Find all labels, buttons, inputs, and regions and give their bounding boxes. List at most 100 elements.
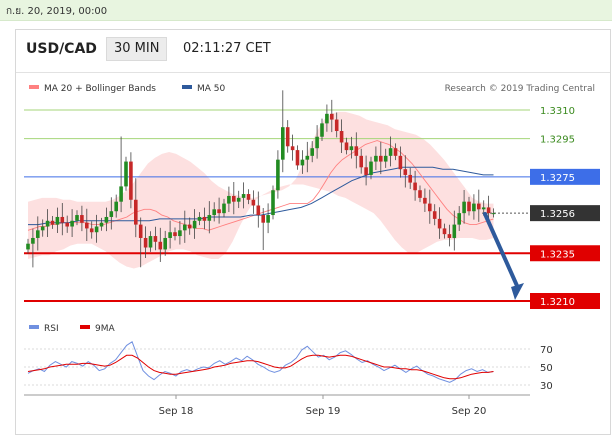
candle-body-28 xyxy=(163,237,167,250)
candle-body-17 xyxy=(109,211,114,217)
candle-body-21 xyxy=(129,161,133,200)
clock-label: 02:11:27 CET xyxy=(183,41,271,56)
candle-body-57 xyxy=(305,155,310,160)
candle-body-44 xyxy=(241,194,246,198)
rsi-tick-1: 50 xyxy=(540,363,553,374)
candle-body-64 xyxy=(339,131,344,143)
ma20-legend-swatch xyxy=(29,85,39,89)
candle-body-31 xyxy=(178,230,182,237)
rsi-legend: RSI 9MA xyxy=(29,324,115,334)
x-tick-label-1: Sep 19 xyxy=(306,406,341,417)
candle-body-78 xyxy=(408,174,412,183)
candle-body-63 xyxy=(334,119,339,132)
candle-body-72 xyxy=(379,155,383,162)
candle-body-76 xyxy=(398,155,403,170)
candle-body-58 xyxy=(310,148,314,156)
candle-body-12 xyxy=(85,222,89,229)
candle-body-6 xyxy=(55,216,60,225)
candle-body-56 xyxy=(300,159,305,166)
candle-body-88 xyxy=(457,213,461,225)
candle-body-7 xyxy=(60,216,65,223)
candle-body-18 xyxy=(114,201,118,212)
candle-body-89 xyxy=(462,201,466,214)
candle-body-92 xyxy=(477,203,481,210)
date-bar-text: ก.ย. 20, 2019, 00:00 xyxy=(6,6,108,17)
candle-body-38 xyxy=(212,209,216,216)
rsi-ma9-line xyxy=(27,354,494,380)
rsi-grid: 70 50 30 xyxy=(24,345,553,392)
candle-body-39 xyxy=(217,209,221,214)
level-label-4: 1.3235 xyxy=(540,249,575,260)
candle-body-69 xyxy=(364,167,368,175)
candle-body-10 xyxy=(75,215,79,221)
price-labels: 1.3310 1.3295 1.3275 1.3256 1.3235 1.3210 xyxy=(530,106,600,309)
candle-body-0 xyxy=(26,243,30,250)
candle-body-8 xyxy=(65,222,69,227)
watermark: Research © 2019 Trading Central xyxy=(445,84,595,94)
candle-body-51 xyxy=(276,159,280,191)
candle-body-20 xyxy=(124,161,128,187)
candle-body-48 xyxy=(261,215,265,223)
level-box-3 xyxy=(530,205,600,222)
timeframe-button[interactable]: 30 MIN xyxy=(106,37,168,61)
level-label-1: 1.3295 xyxy=(540,135,575,146)
level-label-5: 1.3210 xyxy=(540,297,575,308)
level-label-0: 1.3310 xyxy=(540,106,575,117)
level-box-5 xyxy=(530,293,600,309)
candle-body-49 xyxy=(266,215,270,223)
candle-body-22 xyxy=(134,199,138,225)
candle-body-84 xyxy=(437,218,442,229)
candle-body-1 xyxy=(31,237,35,244)
candle-body-55 xyxy=(295,150,300,166)
candle-body-90 xyxy=(467,201,471,212)
candle-body-5 xyxy=(50,220,55,225)
candle-body-40 xyxy=(222,203,226,214)
candle-body-27 xyxy=(158,241,163,250)
x-tick-label-0: Sep 18 xyxy=(159,406,194,417)
rsi-tick-2: 30 xyxy=(540,381,553,392)
candle-body-29 xyxy=(168,232,172,238)
candle-body-50 xyxy=(271,190,275,216)
candle-body-91 xyxy=(472,203,476,212)
candle-body-33 xyxy=(187,224,192,229)
rsi-legend-swatch xyxy=(29,325,39,329)
candle-body-3 xyxy=(40,226,45,231)
candle-body-32 xyxy=(183,224,187,231)
ma50-legend-swatch xyxy=(182,85,192,89)
candle-body-16 xyxy=(104,216,109,223)
candle-body-36 xyxy=(202,216,207,221)
candle-body-54 xyxy=(290,146,295,151)
forecast-arrow-head xyxy=(511,283,524,300)
candle-body-30 xyxy=(173,232,177,237)
candle-body-24 xyxy=(143,237,148,248)
forecast-arrow-shaft xyxy=(483,212,520,290)
candle-body-71 xyxy=(374,155,378,162)
candle-body-75 xyxy=(393,148,398,156)
candle-body-68 xyxy=(359,155,363,168)
candle-body-59 xyxy=(315,136,319,149)
candle-body-47 xyxy=(256,205,261,216)
rsi-tick-0: 70 xyxy=(540,345,553,356)
candle-body-95 xyxy=(491,213,496,215)
candle-body-19 xyxy=(119,186,123,202)
rsi-line xyxy=(27,341,494,383)
level-label-2: 1.3275 xyxy=(540,173,575,184)
candle-body-14 xyxy=(94,226,99,233)
candle-body-87 xyxy=(452,224,457,238)
candle-body-41 xyxy=(227,195,231,204)
candle-body-60 xyxy=(320,123,324,137)
candle-body-77 xyxy=(403,169,408,175)
rsi-legend-label: RSI xyxy=(44,324,59,334)
candle-body-94 xyxy=(486,207,491,214)
candle-body-86 xyxy=(447,234,452,238)
candle-body-53 xyxy=(285,127,290,147)
candle-body-34 xyxy=(192,220,197,229)
candle-body-82 xyxy=(428,203,432,212)
ma20-legend-label: MA 20 + Bollinger Bands xyxy=(44,84,156,94)
candle-body-67 xyxy=(354,146,359,156)
chart-header: USD/CAD 30 MIN 02:11:27 CET xyxy=(16,30,610,66)
candle-body-73 xyxy=(383,155,388,162)
candle-body-52 xyxy=(281,127,285,160)
candle-body-83 xyxy=(432,211,437,219)
